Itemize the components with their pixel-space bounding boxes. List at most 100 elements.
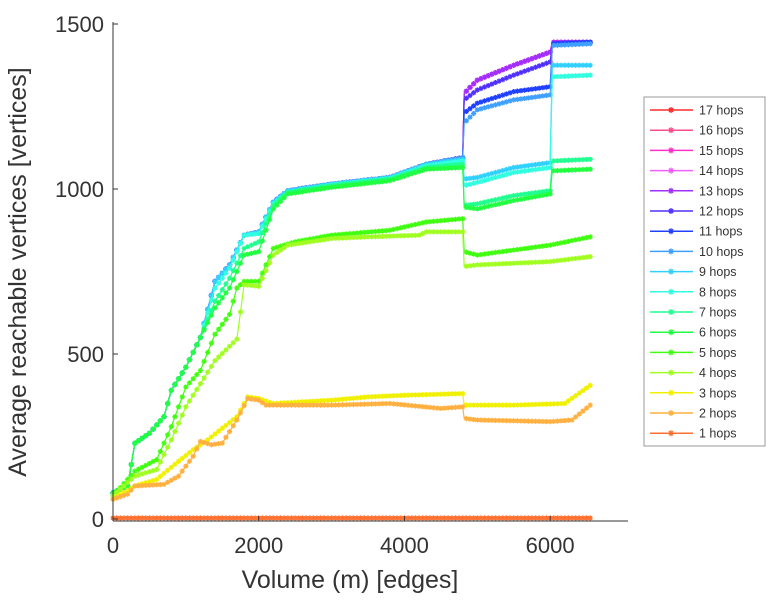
legend-label: 4 hops bbox=[699, 366, 737, 380]
data-point-marker bbox=[252, 397, 258, 403]
data-point-marker bbox=[441, 165, 448, 171]
data-point-marker bbox=[390, 515, 397, 521]
data-point-marker bbox=[186, 515, 193, 521]
data-point-marker bbox=[540, 93, 546, 99]
data-point-marker bbox=[562, 400, 568, 407]
series-line bbox=[112, 74, 591, 494]
data-point-marker bbox=[354, 401, 360, 408]
data-point-marker bbox=[518, 196, 524, 202]
data-point-marker bbox=[503, 171, 510, 178]
data-point-marker bbox=[449, 217, 455, 223]
data-point-marker bbox=[208, 340, 214, 346]
data-point-marker bbox=[481, 172, 488, 179]
data-point-marker bbox=[161, 414, 167, 420]
data-point-marker bbox=[496, 68, 502, 74]
data-point-marker bbox=[128, 461, 134, 468]
data-point-marker bbox=[489, 402, 495, 408]
data-point-marker bbox=[190, 515, 196, 521]
series-line bbox=[112, 43, 591, 494]
data-point-marker bbox=[354, 234, 360, 240]
data-point-marker bbox=[376, 515, 382, 521]
data-point-marker bbox=[587, 515, 593, 521]
data-point-marker bbox=[274, 202, 280, 208]
data-point-marker bbox=[234, 285, 240, 291]
data-point-marker bbox=[471, 175, 477, 181]
data-point-marker bbox=[587, 382, 593, 388]
series-4-hops bbox=[110, 229, 593, 499]
data-point-marker bbox=[532, 166, 539, 173]
data-point-marker bbox=[573, 73, 579, 79]
data-point-marker bbox=[230, 515, 236, 521]
data-point-marker bbox=[405, 172, 411, 178]
data-point-marker bbox=[212, 431, 218, 437]
data-point-marker bbox=[310, 402, 316, 408]
data-point-marker bbox=[430, 405, 437, 411]
data-point-marker bbox=[522, 418, 528, 424]
data-point-marker bbox=[226, 343, 233, 349]
data-point-marker bbox=[569, 157, 575, 163]
data-point-marker bbox=[205, 306, 211, 313]
data-point-marker bbox=[540, 189, 546, 195]
data-point-marker bbox=[500, 100, 506, 106]
data-point-marker bbox=[365, 234, 371, 240]
data-point-marker bbox=[121, 515, 127, 521]
data-point-marker bbox=[277, 247, 284, 253]
data-point-marker bbox=[390, 393, 397, 399]
data-point-marker bbox=[212, 305, 218, 311]
legend-item: 9 hops bbox=[650, 265, 737, 279]
data-point-marker bbox=[456, 158, 462, 165]
data-point-marker bbox=[514, 88, 520, 94]
data-point-marker bbox=[525, 195, 531, 201]
data-point-marker bbox=[460, 158, 466, 164]
data-point-marker bbox=[536, 418, 542, 425]
data-point-marker bbox=[452, 515, 459, 521]
data-point-marker bbox=[474, 107, 480, 113]
data-point-marker bbox=[441, 515, 448, 521]
data-point-marker bbox=[350, 515, 357, 521]
data-point-marker bbox=[514, 164, 520, 170]
data-point-marker bbox=[256, 278, 262, 284]
data-point-marker bbox=[354, 181, 360, 188]
data-point-marker bbox=[529, 259, 535, 266]
data-point-marker bbox=[208, 363, 214, 369]
data-point-marker bbox=[143, 462, 149, 468]
data-point-marker bbox=[489, 81, 495, 87]
data-point-marker bbox=[529, 162, 535, 168]
data-point-marker bbox=[580, 235, 586, 241]
data-point-marker bbox=[478, 200, 484, 206]
data-point-marker bbox=[365, 180, 371, 186]
data-point-marker bbox=[554, 73, 561, 80]
data-point-marker bbox=[500, 261, 506, 267]
data-point-marker bbox=[492, 102, 499, 108]
data-point-marker bbox=[219, 270, 225, 276]
data-point-marker bbox=[401, 392, 408, 398]
data-point-marker bbox=[175, 420, 182, 426]
data-point-marker bbox=[259, 238, 265, 244]
data-point-marker bbox=[540, 160, 546, 167]
data-point-marker bbox=[358, 394, 364, 401]
data-point-marker bbox=[434, 405, 440, 411]
data-point-marker bbox=[186, 449, 193, 456]
data-point-marker bbox=[132, 440, 138, 446]
data-point-marker bbox=[529, 401, 535, 408]
data-point-marker bbox=[500, 77, 506, 83]
data-point-marker bbox=[205, 349, 211, 355]
x-tick-label: 6000 bbox=[526, 533, 575, 558]
data-point-marker bbox=[165, 444, 171, 450]
data-point-marker bbox=[314, 186, 320, 193]
data-point-marker bbox=[532, 244, 539, 250]
data-point-marker bbox=[562, 73, 568, 79]
data-point-marker bbox=[500, 195, 506, 201]
data-point-marker bbox=[230, 423, 236, 429]
legend-label: 17 hops bbox=[699, 104, 743, 118]
data-point-marker bbox=[303, 239, 309, 245]
legend-label: 8 hops bbox=[699, 285, 737, 299]
data-point-marker bbox=[543, 418, 550, 425]
data-point-marker bbox=[471, 402, 477, 408]
data-point-marker bbox=[467, 175, 473, 181]
data-point-marker bbox=[511, 89, 517, 95]
data-point-marker bbox=[580, 41, 586, 47]
data-point-marker bbox=[456, 229, 462, 235]
data-point-marker bbox=[525, 402, 531, 408]
data-point-marker bbox=[445, 165, 451, 171]
